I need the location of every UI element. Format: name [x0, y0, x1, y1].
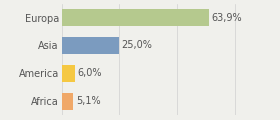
Text: 6,0%: 6,0% [78, 68, 102, 78]
Text: 5,1%: 5,1% [76, 96, 100, 106]
Bar [62, 9, 209, 26]
Bar [62, 93, 73, 110]
Text: 63,9%: 63,9% [211, 13, 242, 23]
Text: 25,0%: 25,0% [122, 40, 153, 50]
Bar [62, 37, 119, 54]
Bar [62, 65, 76, 82]
